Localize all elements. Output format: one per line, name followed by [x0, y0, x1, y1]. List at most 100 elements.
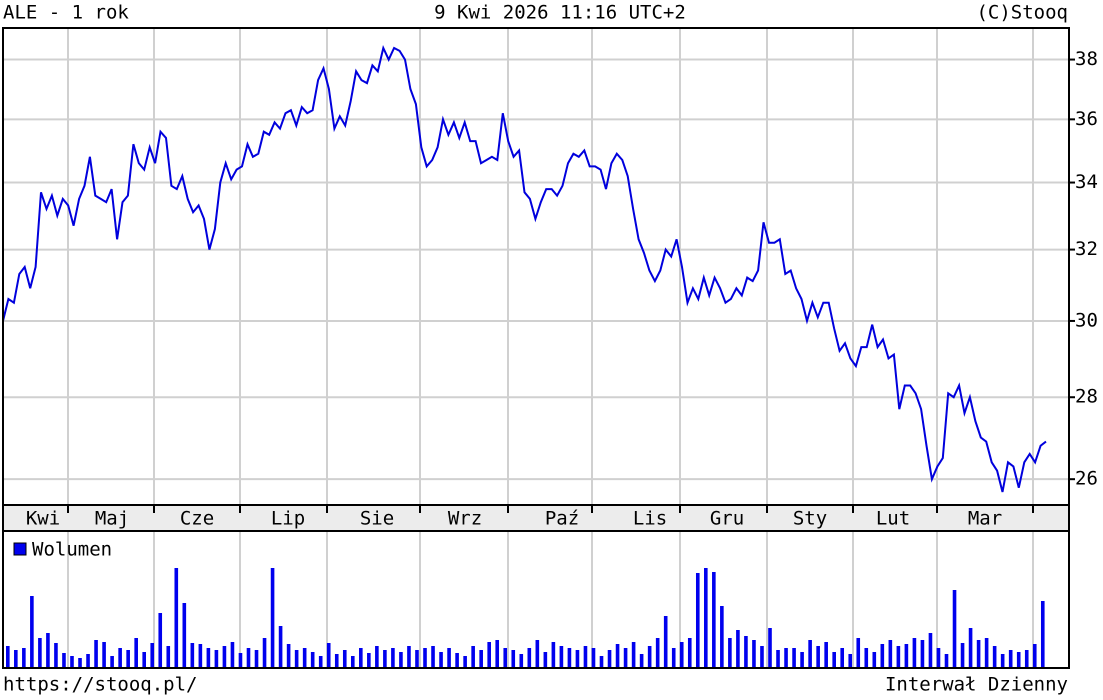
volume-bar — [687, 638, 692, 668]
volume-bar — [14, 650, 18, 668]
volume-bar — [511, 650, 516, 668]
volume-bar — [174, 568, 179, 668]
volume-bar — [704, 568, 708, 668]
price-line — [2, 44, 1047, 493]
volume-bar — [447, 648, 451, 668]
volume-bar — [407, 646, 411, 668]
header-left: ALE - 1 rok — [3, 2, 129, 24]
volume-bar — [254, 650, 259, 668]
volume-bar — [784, 648, 788, 668]
volume-bar — [607, 650, 612, 668]
volume-bar — [415, 650, 419, 668]
volume-bar — [214, 650, 219, 668]
volume-bar — [38, 638, 42, 668]
volume-bar — [126, 650, 130, 668]
month-band — [3, 505, 1069, 531]
volume-bar — [134, 638, 138, 668]
volume-bar — [744, 636, 748, 668]
x-tick-label: Kwi — [26, 508, 60, 530]
volume-bar — [1008, 650, 1013, 668]
volume-bar — [848, 654, 853, 668]
volume-bar — [880, 644, 885, 668]
volume-bar — [527, 648, 532, 668]
grid — [3, 28, 1075, 668]
volume-bar — [720, 606, 724, 668]
volume-bar — [992, 646, 997, 668]
volume-bar — [142, 652, 147, 668]
volume-bar — [944, 654, 949, 668]
x-tick-label: Cze — [180, 508, 214, 530]
volume-bar — [158, 613, 163, 668]
volume-bar — [832, 652, 836, 668]
volume-bar — [928, 633, 933, 668]
x-tick-label: Mar — [968, 508, 1002, 530]
volume-bar — [198, 644, 203, 668]
legend-swatch — [13, 542, 27, 556]
volume-bar — [22, 648, 26, 668]
volume-bar — [655, 638, 660, 668]
volume-bar — [278, 626, 283, 668]
volume-bar — [864, 648, 869, 668]
x-tick-label: Lut — [876, 508, 910, 530]
volume-bar — [383, 650, 387, 668]
volume-bar — [471, 646, 475, 668]
x-tick-label: Lip — [271, 508, 305, 530]
volume-bar — [960, 643, 965, 668]
volume-bar — [984, 638, 989, 668]
x-tick-label: Sie — [360, 508, 394, 530]
volume-bar — [559, 646, 564, 668]
volume-bar — [423, 648, 427, 668]
volume-bar — [503, 648, 508, 668]
volume-bar — [399, 652, 403, 668]
volume-bar — [206, 648, 211, 668]
volume-bar — [350, 656, 355, 668]
volume-bar — [455, 653, 459, 668]
legend-label: Wolumen — [32, 539, 112, 561]
y-tick-label: 36 — [1075, 108, 1098, 130]
volume-bar — [968, 628, 973, 668]
volume-bar — [888, 640, 893, 668]
volume-bar — [623, 648, 628, 668]
footer-left: https://stooq.pl/ — [3, 674, 197, 696]
volume-bar — [575, 650, 580, 668]
volume-bar — [110, 656, 114, 668]
volume-bar — [976, 640, 981, 668]
volume-bar — [62, 653, 66, 668]
volume-bar — [479, 650, 483, 668]
volume-bar — [551, 642, 556, 668]
y-tick-label: 26 — [1075, 468, 1098, 490]
volume-bar — [1040, 601, 1045, 668]
volume-bar — [246, 648, 251, 668]
volume-bar — [1024, 650, 1029, 668]
volume-bar — [46, 633, 50, 668]
volume-bar — [872, 652, 877, 668]
volume-bar — [519, 654, 524, 668]
volume-bar — [294, 650, 299, 668]
volume-bar — [736, 630, 740, 668]
volume-bar — [86, 654, 90, 668]
volume-bar — [639, 654, 644, 668]
volume-frame — [2, 530, 1070, 669]
x-tick-label: Gru — [710, 508, 744, 530]
volume-bar — [222, 646, 227, 668]
volume-bar — [712, 572, 716, 668]
volume-bar — [615, 644, 620, 668]
volume-bar — [896, 646, 901, 668]
volume-bar — [824, 642, 828, 668]
y-tick-label: 32 — [1075, 238, 1098, 260]
volume-bar — [238, 653, 243, 668]
y-tick-label: 30 — [1075, 309, 1098, 331]
volume-bar — [54, 643, 58, 668]
volume-bar — [768, 628, 772, 668]
volume-bar — [671, 648, 676, 668]
x-tick-label: Wrz — [448, 508, 482, 530]
volume-bar — [302, 648, 307, 668]
volume-bar — [326, 643, 331, 668]
volume-bar — [776, 650, 780, 668]
volume-bar — [150, 643, 155, 668]
marks — [2, 44, 1047, 668]
header-right: (C)Stooq — [976, 2, 1068, 24]
volume-bar — [367, 653, 371, 668]
volume-bar — [695, 573, 700, 668]
